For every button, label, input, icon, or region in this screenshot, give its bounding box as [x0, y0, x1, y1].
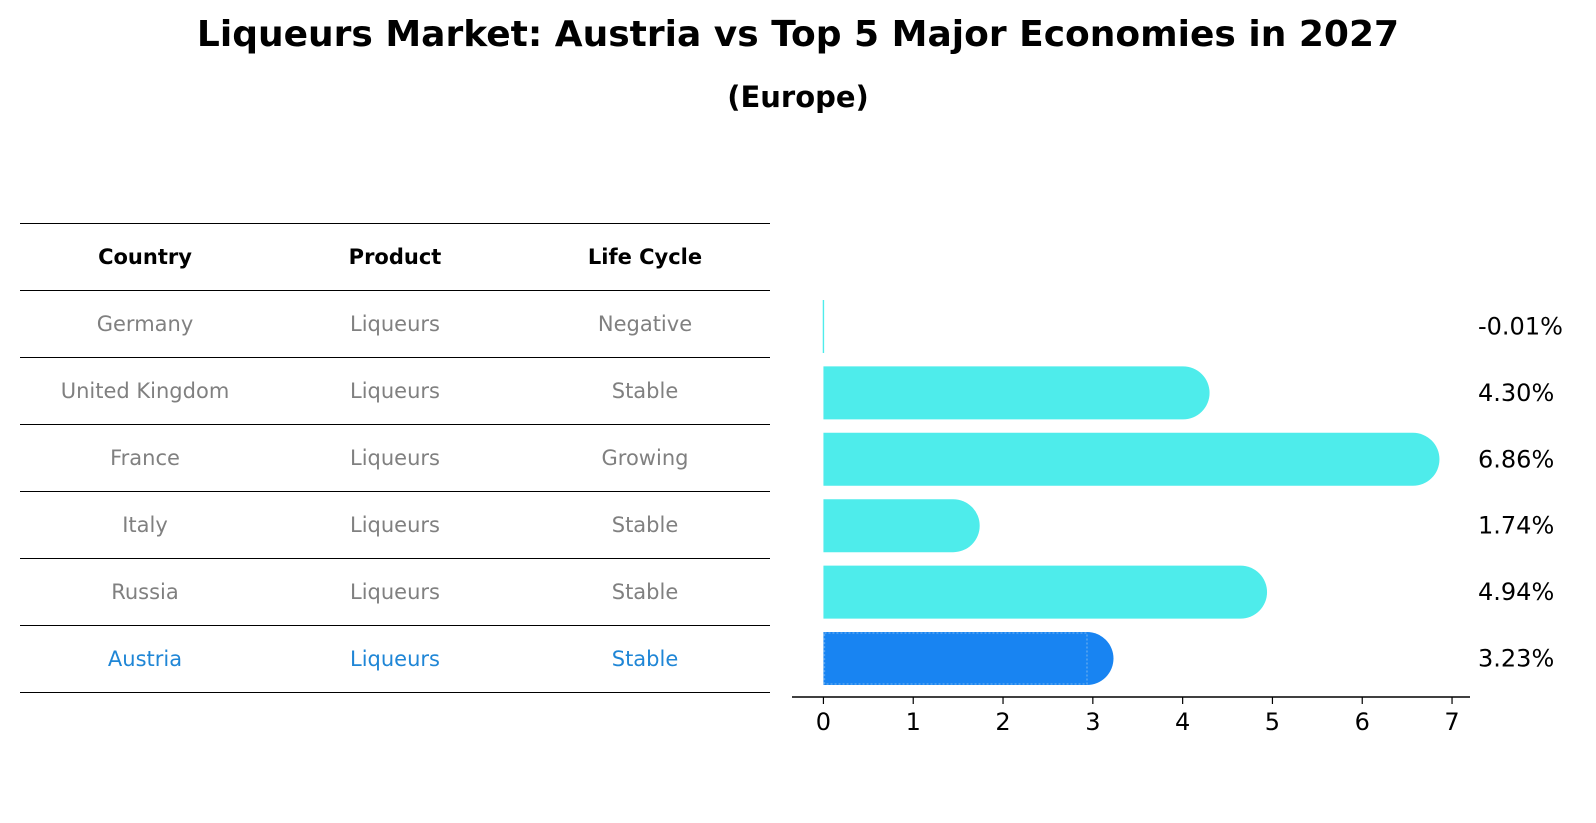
cell-life-cycle: Stable	[611, 580, 679, 604]
cell-product: Liqueurs	[350, 312, 440, 336]
x-tick-label: 4	[1175, 708, 1190, 736]
comparison-table: Country Product Life Cycle Germany Lique…	[20, 223, 770, 693]
cell-life-cycle: Negative	[597, 312, 693, 336]
bar	[822, 300, 825, 353]
cell-product: Liqueurs	[350, 446, 440, 470]
x-tick-label: 5	[1265, 708, 1280, 736]
data-label: -0.01%	[1478, 313, 1563, 341]
table-row-highlight: Austria Liqueurs Stable	[20, 625, 770, 693]
bar	[823, 366, 1210, 420]
cell-product: Liqueurs	[350, 379, 440, 403]
cell-country: Austria	[107, 647, 183, 671]
bar-highlight-outline	[823, 632, 1088, 685]
x-tick-label: 6	[1355, 708, 1370, 736]
data-label: 1.74%	[1478, 512, 1554, 540]
cell-product: Liqueurs	[350, 647, 440, 671]
cell-life-cycle: Stable	[611, 647, 679, 671]
table-row: Russia Liqueurs Stable	[20, 558, 770, 625]
cell-life-cycle: Stable	[611, 513, 679, 537]
x-tick-label: 7	[1444, 708, 1459, 736]
table-header-row: Country Product Life Cycle	[20, 223, 770, 290]
x-tick-label: 2	[995, 708, 1010, 736]
table-row: United Kingdom Liqueurs Stable	[20, 357, 770, 424]
data-label: 4.30%	[1478, 379, 1554, 407]
cell-life-cycle: Stable	[611, 379, 679, 403]
x-tick-label: 3	[1085, 708, 1100, 736]
cell-country: Italy	[122, 513, 168, 537]
chart-subtitle: (Europe)	[727, 80, 869, 114]
header-life-cycle: Life Cycle	[587, 245, 703, 269]
x-tick-label: 0	[816, 708, 831, 736]
cell-product: Liqueurs	[350, 513, 440, 537]
cell-life-cycle: Growing	[601, 446, 689, 470]
data-label: 3.23%	[1478, 645, 1554, 673]
cell-country: Germany	[96, 312, 194, 336]
cell-product: Liqueurs	[350, 580, 440, 604]
bar	[823, 499, 980, 553]
table-row: Italy Liqueurs Stable	[20, 491, 770, 558]
header-country: Country	[98, 245, 192, 269]
table-row: Germany Liqueurs Negative	[20, 290, 770, 357]
table-row: France Liqueurs Growing	[20, 424, 770, 491]
bar-highlight	[823, 632, 1114, 685]
bar	[823, 432, 1440, 486]
x-tick-label: 1	[906, 708, 921, 736]
chart-title: Liqueurs Market: Austria vs Top 5 Major …	[196, 14, 1400, 55]
bar	[823, 565, 1268, 619]
cell-country: France	[110, 446, 180, 470]
data-label: 6.86%	[1478, 445, 1554, 473]
header-product: Product	[348, 245, 442, 269]
cell-country: Russia	[111, 580, 179, 604]
cell-country: United Kingdom	[60, 379, 230, 403]
data-label: 4.94%	[1478, 578, 1554, 606]
